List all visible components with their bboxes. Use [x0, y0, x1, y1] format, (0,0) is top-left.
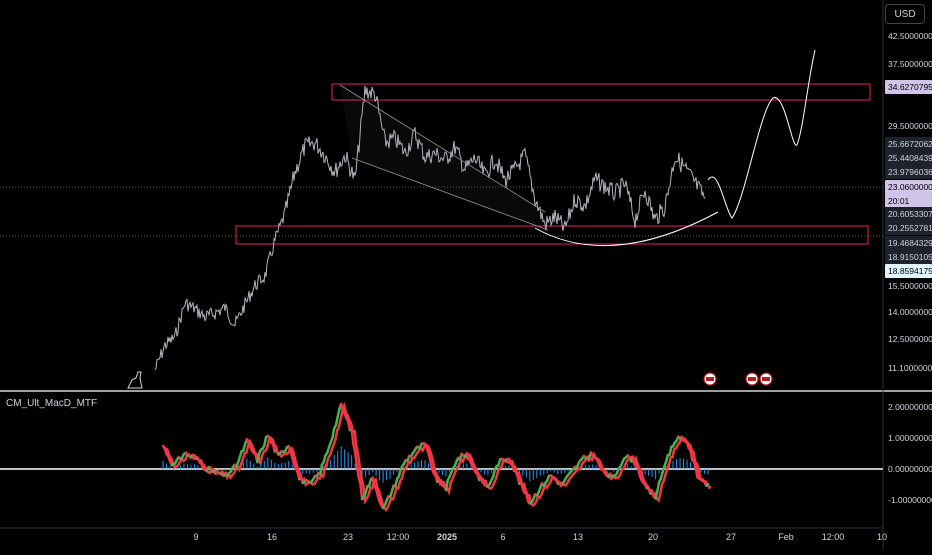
- indicator-axis-tick: 1.00000000: [888, 433, 932, 443]
- price-tag: 18.91501056: [885, 250, 932, 264]
- economic-event-icon[interactable]: [704, 373, 716, 385]
- price-axis-tick: 14.00000000: [888, 307, 932, 317]
- macd-line-segment: [706, 485, 708, 486]
- indicator-axis-tick: -1.00000000: [888, 495, 932, 505]
- indicator-axis-tick: 0.00000000: [888, 464, 932, 474]
- price-tag-label: 25.66720624: [888, 139, 932, 149]
- countdown-label: 20:01: [888, 196, 910, 206]
- time-axis-tick: 20: [648, 532, 658, 542]
- macd-line-segment: [696, 468, 698, 478]
- price-tag: 20.60533073: [885, 207, 932, 221]
- macd-line-segment: [657, 482, 659, 491]
- macd-line-segment: [348, 421, 350, 430]
- price-tag: 18.85941751: [885, 264, 932, 278]
- price-axis-tick: 37.50000000: [888, 59, 932, 69]
- price-tag: 23.97960363: [885, 165, 932, 179]
- indicator-title: CM_Ult_MacD_MTF: [6, 398, 97, 409]
- macd-line-segment: [264, 437, 266, 445]
- price-tag-label: 20.60533073: [888, 209, 932, 219]
- time-axis-tick: 10: [877, 532, 887, 542]
- event-icon-flag: [762, 377, 770, 381]
- macd-line-segment: [373, 478, 375, 486]
- macd-line-segment: [355, 453, 357, 466]
- currency-button[interactable]: USD: [885, 4, 925, 24]
- time-axis-tick: 16: [267, 532, 277, 542]
- event-icon-flag: [748, 377, 756, 381]
- price-tag-label: 34.62707956: [888, 82, 932, 92]
- price-tag-label: 18.85941751: [888, 266, 932, 276]
- time-axis-tick: 2025: [437, 532, 457, 542]
- event-icon-flag: [706, 377, 714, 381]
- macd-line-segment: [526, 493, 528, 501]
- price-tag-label: 23.97960363: [888, 167, 932, 177]
- time-axis-tick: 6: [500, 532, 505, 542]
- price-tag-label: 25.44084390: [888, 153, 932, 163]
- macd-line-segment: [332, 428, 334, 437]
- time-axis-tick: 12:00: [387, 532, 410, 542]
- price-axis-tick: 11.10000000: [888, 363, 932, 373]
- time-axis-tick: Feb: [778, 532, 794, 542]
- price-axis-tick: 12.50000000: [888, 334, 932, 344]
- price-axis-tick: 15.50000000: [888, 281, 932, 291]
- time-axis-tick: 12:00: [822, 532, 845, 542]
- price-tag: 25.44084390: [885, 151, 932, 165]
- economic-event-icon[interactable]: [760, 373, 772, 385]
- macd-line-segment: [691, 450, 693, 460]
- price-axis-tick: 29.50000000: [888, 121, 932, 131]
- macd-line-segment: [353, 444, 355, 453]
- time-axis-tick: 23: [343, 532, 353, 542]
- price-tag: 34.62707956: [885, 80, 932, 94]
- macd-line-segment: [336, 417, 338, 425]
- price-tag-label: 23.06000000: [888, 182, 932, 192]
- macd-line-segment: [430, 460, 432, 468]
- economic-event-icon[interactable]: [746, 373, 758, 385]
- macd-line-segment: [352, 429, 354, 444]
- macd-line-segment: [446, 480, 448, 490]
- macd-line-segment: [360, 484, 362, 499]
- time-axis-tick: 13: [573, 532, 583, 542]
- price-tag: 23.06000000 20:01: [885, 180, 932, 207]
- macd-line-segment: [357, 465, 359, 476]
- time-axis-tick: 27: [726, 532, 736, 542]
- price-tag: 25.66720624: [885, 137, 932, 151]
- time-axis-tick: 9: [193, 532, 198, 542]
- price-axis-tick: 42.50000000: [888, 31, 932, 41]
- macd-line-segment: [257, 454, 259, 462]
- macd-line-segment: [320, 465, 322, 475]
- indicator-axis-tick: 2.00000000: [888, 402, 932, 412]
- price-tag-label: 18.91501056: [888, 252, 932, 262]
